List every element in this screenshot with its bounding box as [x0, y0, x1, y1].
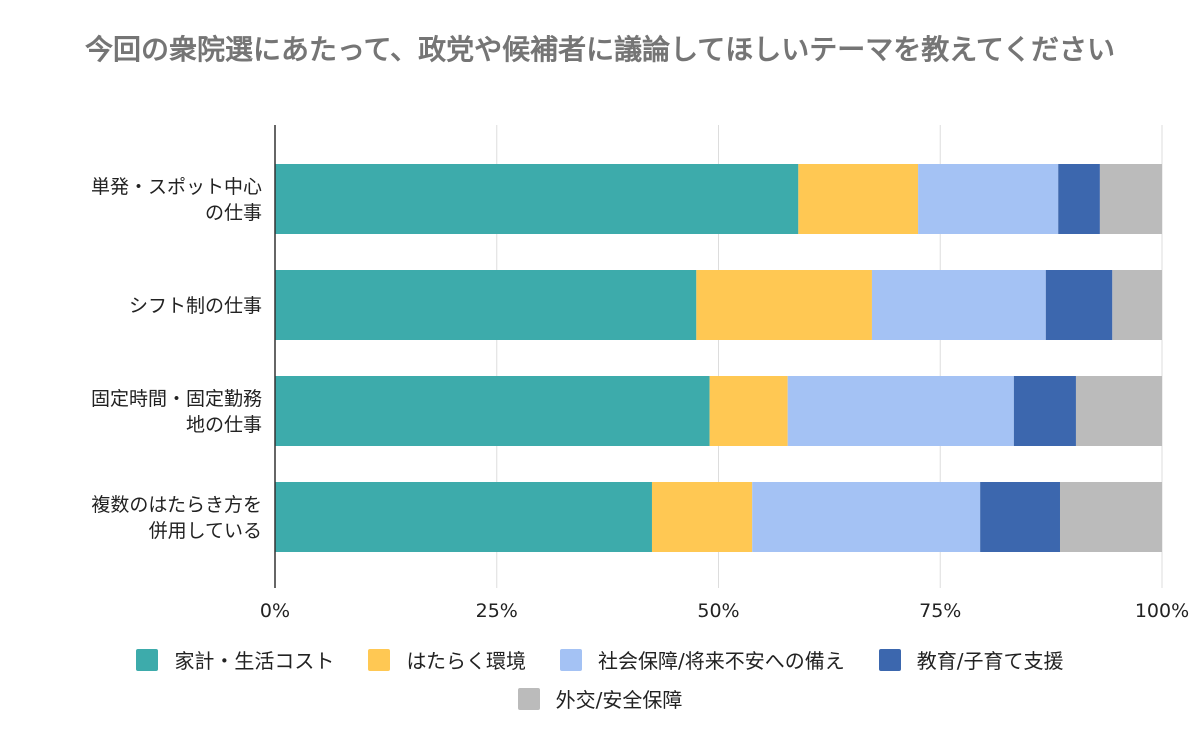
bar-segment [275, 270, 697, 340]
legend-label: 家計・生活コスト [174, 649, 335, 673]
category-label: 複数のはたらき方を [91, 494, 262, 516]
bar-segment [1075, 376, 1162, 446]
category-label: 単発・スポット中心 [91, 176, 262, 198]
bar-segment [275, 164, 799, 234]
legend-item[interactable]: はたらく環境 [368, 645, 526, 674]
bar-segment [275, 376, 710, 446]
legend-label: 教育/子育て支援 [916, 649, 1064, 673]
legend-item[interactable]: 外交/安全保障 [517, 684, 683, 713]
bar-segment [1112, 270, 1162, 340]
bar-segment [275, 482, 652, 552]
category-label: 地の仕事 [186, 414, 262, 436]
x-tick-label: 50% [697, 600, 739, 622]
bar-segment [651, 482, 753, 552]
legend-label: 社会保障/将来不安への備え [598, 649, 845, 673]
legend-label: はたらく環境 [406, 649, 527, 673]
bar-segment [1059, 482, 1162, 552]
x-tick-label: 100% [1135, 600, 1189, 622]
bar-segment [709, 376, 788, 446]
legend-swatch [368, 648, 391, 671]
x-tick-label: 0% [260, 600, 290, 622]
legend-swatch [560, 648, 583, 671]
bar-segment [1058, 164, 1100, 234]
legend-swatch [517, 687, 540, 710]
x-tick-label: 75% [919, 600, 961, 622]
category-label: の仕事 [205, 202, 262, 224]
bar-segment [980, 482, 1060, 552]
legend-swatch [136, 648, 159, 671]
bar-segment [787, 376, 1014, 446]
legend-item[interactable]: 社会保障/将来不安への備え [560, 645, 845, 674]
x-tick-label: 25% [476, 600, 518, 622]
bar-segment [696, 270, 872, 340]
bar-segment [871, 270, 1046, 340]
legend-item[interactable]: 教育/子育て支援 [878, 645, 1064, 674]
category-label: シフト制の仕事 [129, 295, 262, 317]
legend: 家計・生活コスト はたらく環境 社会保障/将来不安への備え 教育/子育て支援外交/安全… [40, 645, 1160, 713]
chart-title: 今回の衆院選にあたって、政党や候補者に議論してほしいテーマを教えてください [84, 33, 1116, 66]
bar-segment [1099, 164, 1162, 234]
bar-segment [918, 164, 1059, 234]
category-label: 固定時間・固定勤務 [91, 388, 262, 410]
legend-swatch [878, 648, 901, 671]
bar-segment [1013, 376, 1076, 446]
bar-segment [1045, 270, 1113, 340]
legend-item[interactable]: 家計・生活コスト [136, 645, 334, 674]
legend-label: 外交/安全保障 [555, 688, 683, 712]
category-label: 併用している [149, 520, 262, 542]
bar-segment [798, 164, 919, 234]
bar-segment [752, 482, 981, 552]
